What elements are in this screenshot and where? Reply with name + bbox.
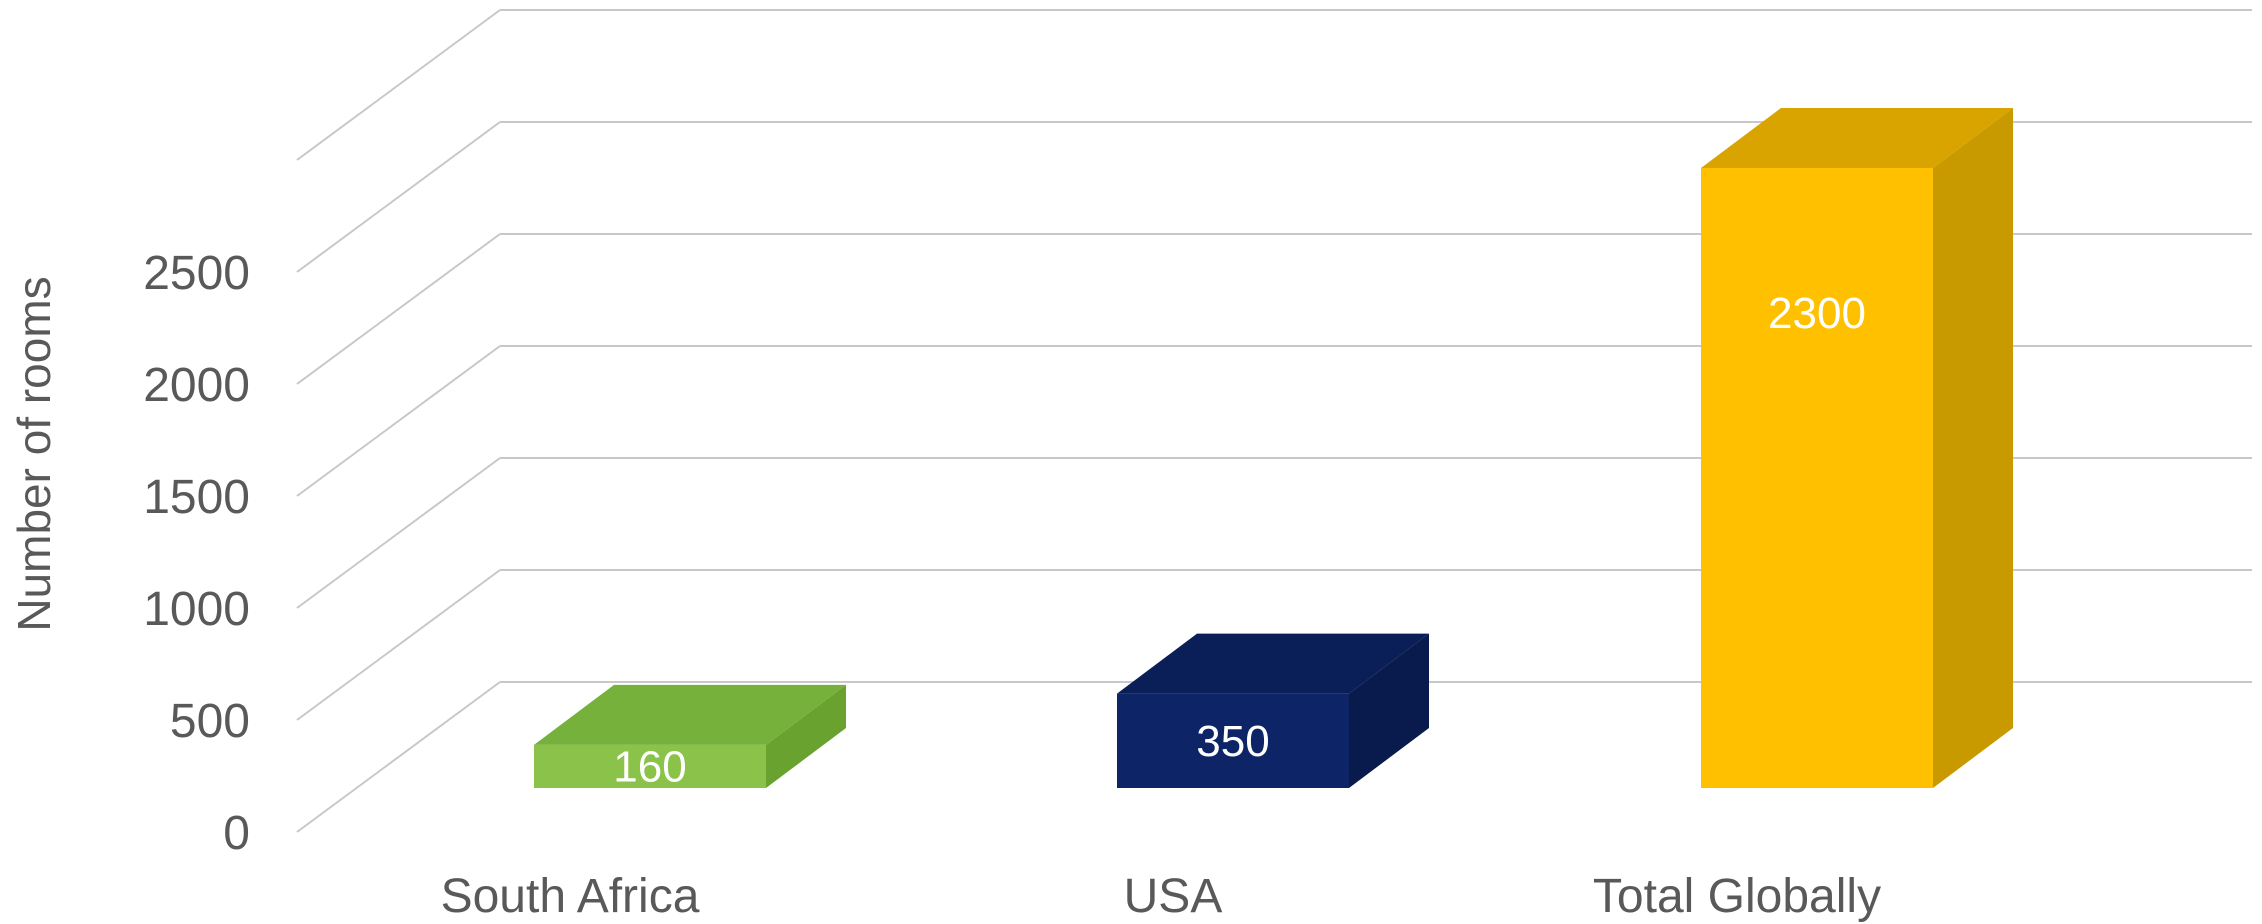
- y-tick-label: 0: [223, 807, 250, 860]
- bar: [1701, 168, 1933, 788]
- gridline-diagonal: [296, 9, 501, 161]
- bar-top: [1117, 633, 1429, 694]
- bar-side: [1349, 633, 1429, 788]
- data-label: 2300: [1768, 289, 1866, 338]
- category-label: South Africa: [441, 870, 700, 923]
- y-tick-label: 1500: [143, 471, 250, 524]
- y-axis-label: Number of rooms: [8, 276, 60, 631]
- data-label: 350: [1196, 717, 1269, 766]
- bar: [1117, 693, 1349, 788]
- y-tick-label: 2000: [143, 359, 250, 412]
- category-label: USA: [1124, 870, 1223, 923]
- gridline-diagonal: [296, 121, 501, 273]
- bars: 160 350 2300: [534, 108, 2013, 791]
- bar: [534, 744, 766, 788]
- data-label: 160: [613, 742, 686, 791]
- bar-side: [1933, 108, 2013, 788]
- gridline-diagonal: [296, 681, 501, 833]
- gridline-diagonal: [296, 345, 501, 497]
- gridline-diagonal: [296, 457, 501, 609]
- y-tick-label: 500: [170, 695, 250, 748]
- bar-side: [766, 684, 846, 788]
- y-tick-label: 2500: [143, 247, 250, 300]
- bar-top: [1701, 108, 2013, 168]
- gridline-diagonal: [296, 569, 501, 721]
- category-label: Total Globally: [1593, 870, 1881, 923]
- category-labels: South Africa USA Total Globally: [441, 870, 1881, 923]
- gridline-diagonal: [296, 233, 501, 385]
- y-tick-label: 1000: [143, 583, 250, 636]
- bar-top: [534, 684, 846, 745]
- y-tick-labels: 0 500 1000 1500 2000 2500: [143, 247, 250, 860]
